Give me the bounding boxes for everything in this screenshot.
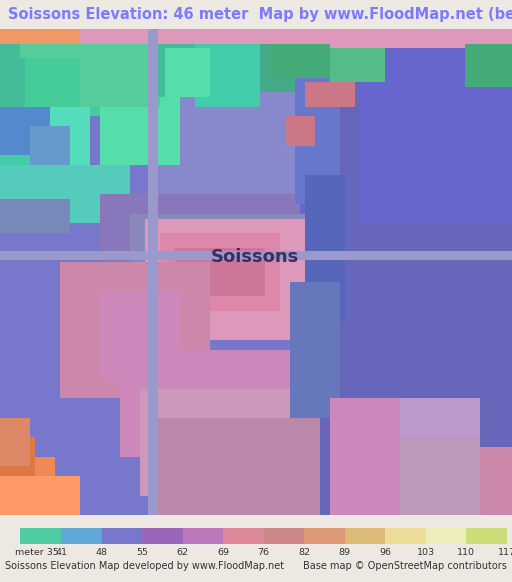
Text: Base map © OpenStreetMap contributors: Base map © OpenStreetMap contributors bbox=[303, 560, 507, 570]
Bar bbox=[426, 528, 466, 544]
Bar bbox=[20, 528, 61, 544]
Bar bbox=[223, 528, 264, 544]
Text: 69: 69 bbox=[217, 548, 229, 556]
Text: 117: 117 bbox=[498, 548, 512, 556]
Text: Soissons Elevation: 46 meter  Map by www.FloodMap.net (beta): Soissons Elevation: 46 meter Map by www.… bbox=[8, 7, 512, 22]
Text: 41: 41 bbox=[55, 548, 67, 556]
Bar bbox=[142, 528, 183, 544]
Bar bbox=[183, 528, 223, 544]
Text: Soissons Elevation Map developed by www.FloodMap.net: Soissons Elevation Map developed by www.… bbox=[5, 560, 284, 570]
Text: Soissons: Soissons bbox=[211, 249, 299, 267]
Text: 82: 82 bbox=[298, 548, 310, 556]
Text: 89: 89 bbox=[339, 548, 351, 556]
Text: 103: 103 bbox=[417, 548, 435, 556]
Bar bbox=[345, 528, 385, 544]
Bar bbox=[101, 528, 142, 544]
Bar bbox=[385, 528, 426, 544]
Bar bbox=[304, 528, 345, 544]
Text: 96: 96 bbox=[379, 548, 391, 556]
Text: meter 35: meter 35 bbox=[15, 548, 59, 556]
Bar bbox=[466, 528, 507, 544]
Text: 76: 76 bbox=[258, 548, 270, 556]
Bar bbox=[264, 528, 304, 544]
Text: 48: 48 bbox=[96, 548, 108, 556]
Text: 55: 55 bbox=[136, 548, 148, 556]
Text: 110: 110 bbox=[457, 548, 475, 556]
Bar bbox=[61, 528, 101, 544]
Text: 62: 62 bbox=[177, 548, 188, 556]
